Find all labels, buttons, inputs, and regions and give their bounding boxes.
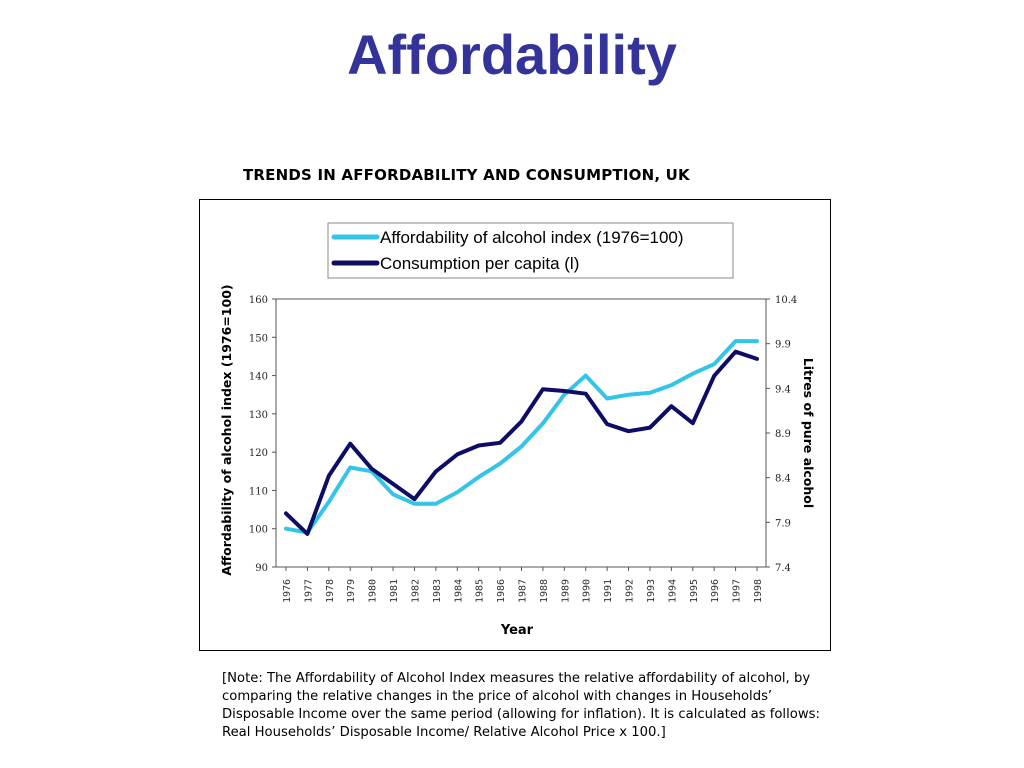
y2-tick-label: 9.9	[775, 340, 791, 351]
legend-label-affordability: Affordability of alcohol index (1976=100…	[380, 228, 684, 247]
y-tick-label: 100	[249, 525, 268, 536]
x-tick-label: 1977	[303, 579, 314, 603]
y-tick-label: 90	[255, 563, 268, 574]
x-tick-label: 1982	[410, 579, 421, 603]
x-tick-label: 1995	[689, 579, 700, 603]
y2-tick-label: 9.4	[775, 384, 791, 395]
y-tick-label: 120	[249, 448, 268, 459]
x-tick-label: 1994	[667, 579, 678, 603]
slide-title: Affordability	[347, 23, 677, 86]
y2-tick-label: 7.4	[775, 563, 791, 574]
x-tick-label: 1993	[646, 579, 657, 603]
chart-title: TRENDS IN AFFORDABILITY AND CONSUMPTION,…	[243, 166, 690, 184]
x-tick-label: 1988	[539, 579, 550, 603]
x-tick-label: 1976	[282, 579, 293, 603]
y-axis-right: 7.4 7.9 8.4 8.9 9.4 9.9 10.4	[766, 295, 797, 574]
x-tick-label: 1987	[518, 579, 529, 603]
x-tick-label: 1983	[432, 579, 443, 603]
x-tick-label: 1978	[325, 579, 336, 603]
x-tick-label: 1989	[560, 579, 571, 603]
legend: Affordability of alcohol index (1976=100…	[327, 222, 734, 279]
y-tick-label: 130	[249, 410, 268, 421]
x-tick-label: 1998	[753, 579, 764, 603]
x-tick-label: 1984	[453, 579, 464, 603]
x-tick-label: 1980	[368, 579, 379, 603]
x-tick-label: 1985	[475, 579, 486, 603]
y-axis-title-right: Litres of pure alcohol	[801, 358, 816, 508]
chart-note: [Note: The Affordability of Alcohol Inde…	[222, 671, 820, 740]
y2-tick-label: 8.9	[775, 429, 791, 440]
x-tick-label: 1992	[625, 579, 636, 603]
y-tick-label: 110	[249, 486, 268, 497]
x-tick-label: 1990	[582, 579, 593, 603]
series-line-consumption	[284, 349, 759, 536]
x-tick-label: 1996	[710, 579, 721, 603]
chart-svg: Affordability of alcohol index (1976=100…	[219, 222, 816, 638]
x-tick-label: 1991	[603, 579, 614, 603]
x-tick-label: 1986	[496, 579, 507, 603]
series-line-affordability	[284, 339, 759, 535]
y-axis-left: 90 100 110 120 130 140 150 160	[249, 295, 276, 574]
x-axis: 1976 1977 1978 1979 1980 1981 1982 1983 1984 1985…	[282, 567, 764, 603]
y-tick-label: 160	[249, 295, 268, 306]
legend-label-consumption: Consumption per capita (l)	[380, 254, 579, 273]
legend-box	[327, 222, 734, 279]
series-layer	[284, 339, 759, 536]
y2-tick-label: 7.9	[775, 518, 791, 529]
y2-tick-label: 8.4	[775, 474, 791, 485]
chart-frame: Affordability of alcohol index (1976=100…	[199, 199, 831, 651]
y2-tick-label: 10.4	[775, 295, 797, 306]
x-tick-label: 1981	[389, 579, 400, 603]
y-tick-label: 150	[249, 333, 268, 344]
y-axis-title-left: Affordability of alcohol index (1976=100…	[219, 284, 234, 575]
plot-area	[275, 298, 767, 568]
x-tick-label: 1979	[346, 579, 357, 603]
x-tick-label: 1997	[732, 579, 743, 603]
y-tick-label: 140	[249, 372, 268, 383]
x-axis-title: Year	[500, 623, 534, 638]
